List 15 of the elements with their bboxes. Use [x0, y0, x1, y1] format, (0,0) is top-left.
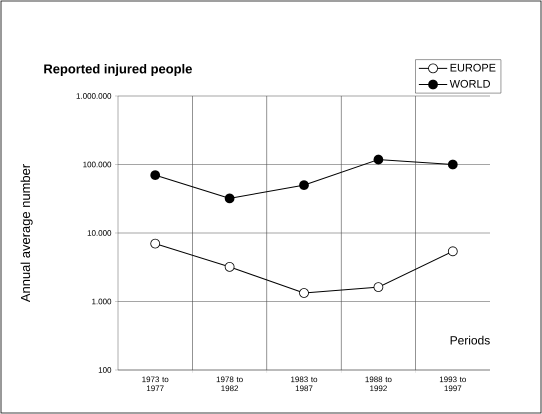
point	[299, 180, 309, 190]
legend-label: EUROPE	[450, 64, 496, 72]
point	[150, 170, 160, 180]
point	[224, 262, 235, 272]
y-axis-title: Annual average number	[20, 164, 33, 302]
point	[374, 282, 384, 292]
point	[374, 154, 384, 164]
point	[448, 160, 458, 170]
point	[224, 193, 235, 204]
point	[448, 246, 458, 256]
x-axis-title: Periods	[450, 336, 490, 345]
point	[299, 288, 309, 298]
chart-title: Reported injured people	[44, 64, 192, 76]
point	[150, 238, 160, 249]
legend-label: WORLD	[450, 80, 490, 88]
